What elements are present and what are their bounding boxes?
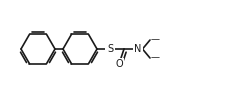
Text: O: O xyxy=(115,59,122,69)
Text: —: — xyxy=(150,35,159,44)
Text: N: N xyxy=(134,44,141,54)
Text: S: S xyxy=(106,44,112,54)
Text: —: — xyxy=(150,54,159,63)
